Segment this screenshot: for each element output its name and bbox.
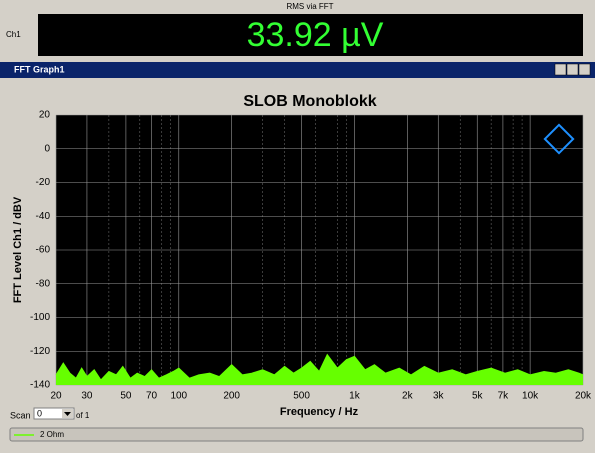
x-tick-label: 2k bbox=[402, 391, 414, 402]
x-tick-label: 50 bbox=[120, 391, 132, 402]
y-axis-label: FFT Level Ch1 / dBV bbox=[12, 196, 24, 303]
chart-title: SLOB Monoblokk bbox=[243, 93, 376, 110]
y-tick-label: 0 bbox=[44, 143, 50, 154]
x-tick-label: 30 bbox=[81, 391, 93, 402]
y-tick-label: -80 bbox=[36, 278, 51, 289]
x-axis-label: Frequency / Hz bbox=[280, 406, 359, 418]
channel-label: Ch1 bbox=[6, 30, 21, 39]
x-tick-label: 70 bbox=[146, 391, 158, 402]
x-tick-label: 200 bbox=[223, 391, 240, 402]
meter-title: RMS via FFT bbox=[286, 2, 333, 11]
logo-diamond bbox=[543, 123, 575, 155]
window-title: FFT Graph1 bbox=[14, 64, 65, 74]
logo bbox=[543, 123, 575, 155]
x-tick-label: 7k bbox=[498, 391, 510, 402]
x-tick-label: 100 bbox=[170, 391, 187, 402]
maximize-button[interactable] bbox=[566, 63, 579, 76]
x-tick-label: 1k bbox=[349, 391, 361, 402]
series-line bbox=[55, 353, 584, 381]
y-tick-label: -20 bbox=[36, 177, 51, 188]
scan-value: 0 bbox=[37, 408, 42, 418]
plot bbox=[55, 114, 584, 386]
legend-label: 2 Ohm bbox=[40, 430, 64, 439]
y-tick-label: -100 bbox=[30, 312, 50, 323]
legend: 2 Ohm bbox=[14, 430, 64, 439]
dropdown-arrow bbox=[64, 412, 71, 416]
x-tick-label: 5k bbox=[472, 391, 484, 402]
meter-display bbox=[38, 14, 583, 56]
y-tick-label: 20 bbox=[39, 110, 51, 121]
scan-of: of 1 bbox=[76, 411, 90, 420]
scan-label: Scan bbox=[10, 410, 31, 420]
close-button[interactable] bbox=[578, 63, 591, 76]
x-tick-label: 20k bbox=[575, 391, 592, 402]
minimize-button[interactable] bbox=[554, 63, 567, 76]
y-tick-label: -120 bbox=[30, 346, 50, 357]
x-tick-label: 10k bbox=[522, 391, 539, 402]
meter-reading: 33.92 µV bbox=[247, 16, 384, 54]
x-tick-label: 3k bbox=[433, 391, 445, 402]
y-tick-label: -140 bbox=[30, 380, 50, 391]
area-fill bbox=[56, 354, 583, 385]
x-tick-label: 20 bbox=[50, 391, 62, 402]
legend-bar bbox=[9, 427, 584, 442]
x-tick-label: 500 bbox=[293, 391, 310, 402]
y-tick-label: -40 bbox=[36, 211, 51, 222]
title-bar bbox=[0, 62, 595, 78]
scan-select[interactable] bbox=[33, 407, 75, 420]
y-tick-label: -60 bbox=[36, 245, 51, 256]
